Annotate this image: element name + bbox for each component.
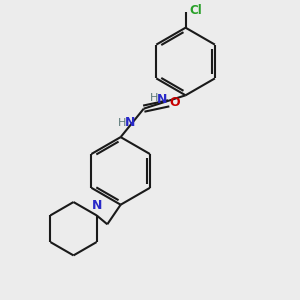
Text: H: H [118,118,127,128]
Text: O: O [169,96,180,109]
Text: Cl: Cl [189,4,202,17]
Text: H: H [150,93,158,103]
Text: N: N [92,199,102,212]
Text: N: N [125,116,136,129]
Text: N: N [157,93,167,106]
